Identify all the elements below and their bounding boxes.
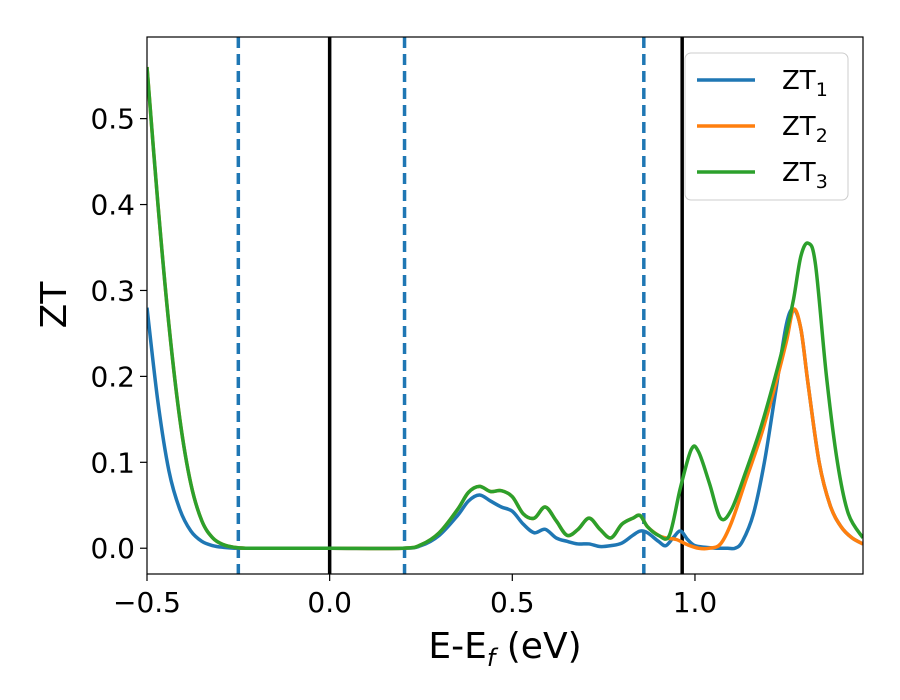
legend-label-zt2: ZT2 <box>782 112 828 147</box>
series-lines <box>147 66 863 551</box>
y-tick-label: 0.3 <box>90 274 135 307</box>
y-axis-ticks: 0.0 0.1 0.2 0.3 0.4 0.5 <box>90 103 147 565</box>
y-axis-label: ZT <box>34 281 75 329</box>
y-tick-label: 0.1 <box>90 446 135 479</box>
legend: ZT1 ZT2 ZT3 <box>684 52 849 201</box>
y-tick-label: 0.4 <box>90 189 135 222</box>
legend-label-zt1: ZT1 <box>782 66 828 101</box>
x-axis-label-main: E-E <box>428 626 486 667</box>
series-line-zt3 <box>147 66 863 551</box>
x-axis-label-unit: (eV) <box>495 626 581 667</box>
y-tick-label: 0.2 <box>90 360 135 393</box>
plot-frame <box>146 36 864 575</box>
legend-items: ZT1 ZT2 ZT3 <box>697 66 828 193</box>
vertical-lines <box>236 37 684 574</box>
legend-box <box>684 52 849 201</box>
x-tick-label: 0.0 <box>307 586 352 619</box>
y-tick-label: 0.0 <box>90 532 135 565</box>
legend-label-zt3: ZT3 <box>782 158 828 193</box>
x-axis-label: E-Ef (eV) <box>428 626 581 672</box>
y-tick-label: 0.5 <box>90 103 135 136</box>
x-tick-label: 1.0 <box>673 586 718 619</box>
x-axis-ticks: −0.5 0.0 0.5 1.0 <box>113 574 717 619</box>
x-tick-label: −0.5 <box>113 586 181 619</box>
x-tick-label: 0.5 <box>490 586 535 619</box>
